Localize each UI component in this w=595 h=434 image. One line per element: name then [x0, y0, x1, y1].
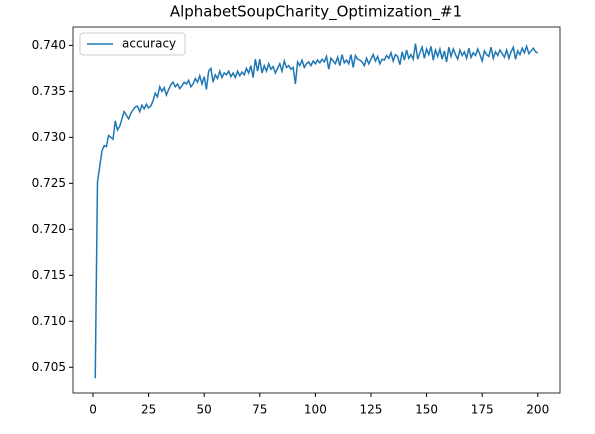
x-tick-label: 125: [360, 403, 383, 417]
y-tick-label: 0.725: [32, 176, 66, 190]
y-tick-label: 0.740: [32, 38, 66, 52]
y-tick-label: 0.705: [32, 360, 66, 374]
y-tick-label: 0.735: [32, 84, 66, 98]
x-tick-label: 25: [141, 403, 156, 417]
plot-frame: [72, 26, 561, 394]
x-tick-label: 100: [304, 403, 327, 417]
x-tick-label: 0: [89, 403, 97, 417]
legend-box: [79, 32, 186, 56]
y-tick-label: 0.720: [32, 222, 66, 236]
x-tick-label: 75: [252, 403, 267, 417]
x-tick-label: 150: [415, 403, 438, 417]
y-tick-label: 0.730: [32, 130, 66, 144]
legend-label: accuracy: [122, 37, 176, 51]
x-tick-label: 200: [526, 403, 549, 417]
line-series: [94, 43, 539, 379]
y-tick-label: 0.710: [32, 314, 66, 328]
x-tick-label: 50: [197, 403, 212, 417]
chart-title: AlphabetSoupCharity_Optimization_#1: [170, 3, 462, 22]
y-tick-label: 0.715: [32, 268, 66, 282]
x-tick-label: 175: [471, 403, 494, 417]
